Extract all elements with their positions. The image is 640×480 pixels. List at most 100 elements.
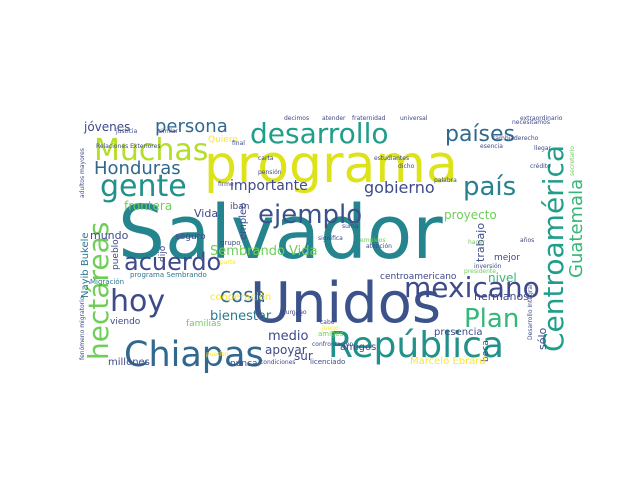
word: firme: [218, 181, 234, 188]
word: bienestar: [210, 309, 272, 324]
word: atender: [322, 115, 346, 122]
word: centroamericano: [380, 272, 457, 282]
word: programa: [204, 135, 458, 195]
word: dicho: [398, 163, 415, 170]
word: suma: [342, 223, 359, 230]
word: fenómeno migratorio: [79, 296, 86, 360]
word: hectáreas: [82, 222, 115, 360]
word: humano: [282, 309, 307, 316]
word: sur: [294, 349, 313, 363]
word: significa: [318, 235, 343, 242]
word: gobierno: [364, 178, 435, 197]
word: final: [232, 140, 245, 147]
word: presencia: [434, 327, 483, 338]
word: países: [445, 122, 515, 147]
word: jóvenes: [83, 120, 130, 134]
word: derecho: [514, 135, 539, 142]
word: años: [520, 237, 534, 244]
word: persona: [155, 116, 228, 137]
word: Guatemala: [566, 179, 587, 278]
word: país: [463, 172, 516, 202]
word: Quiero: [208, 135, 238, 145]
word: Centroamérica: [537, 145, 570, 352]
word: desarrollo: [250, 117, 388, 150]
word: Nayib Bukele: [80, 232, 91, 298]
word: medio: [268, 329, 309, 344]
word: trabajo: [474, 223, 487, 262]
word: Relaciones Exteriores: [96, 143, 160, 150]
word: proyecto: [444, 208, 497, 222]
word: beca: [481, 340, 491, 362]
word: llegar: [534, 145, 552, 152]
word: nivel: [488, 271, 517, 285]
word: amigos: [318, 330, 344, 338]
word: seguro: [175, 232, 206, 242]
word: viendo: [110, 317, 141, 327]
word: confrontación: [312, 341, 353, 348]
word: Marcelo Ebrard: [410, 356, 486, 367]
word: dijo: [158, 245, 168, 262]
word: inversión: [474, 263, 502, 270]
word: Migración: [90, 278, 124, 286]
word: Vida: [194, 207, 218, 220]
word: atención: [366, 243, 392, 250]
word: Unidos: [250, 271, 441, 336]
word: gente: [100, 169, 187, 204]
word: carta: [258, 155, 274, 162]
word: necesitamos: [512, 119, 550, 126]
word: esencia: [480, 143, 503, 150]
word: ejemplo: [258, 200, 362, 230]
word: iban: [230, 202, 249, 212]
word: cosa: [220, 283, 266, 307]
word: vez: [292, 311, 302, 318]
word: crédito: [530, 163, 551, 170]
word: condiciones: [260, 359, 296, 366]
word: República: [328, 325, 504, 366]
word: extraordinario: [520, 115, 563, 122]
word: fraternidad: [352, 115, 386, 122]
word: palabra: [434, 177, 457, 184]
word: cambiar: [492, 135, 517, 142]
word: pensión: [258, 169, 282, 176]
word: nunca: [230, 359, 258, 369]
word: similar: [158, 128, 179, 135]
word: justicia: [115, 128, 138, 135]
word: millones: [108, 357, 150, 368]
word: apoyar: [265, 343, 307, 357]
word: mejor: [494, 253, 520, 263]
word: parte: [220, 259, 236, 266]
word: frontera: [124, 199, 172, 213]
word: secretario: [569, 146, 576, 176]
word: Chiapas: [124, 335, 264, 375]
word: hoy: [110, 284, 165, 319]
word: grupo: [220, 239, 240, 247]
word: estudiantes: [374, 155, 409, 162]
word: mexicano: [404, 271, 540, 304]
word: hacer: [468, 239, 485, 246]
word: programa Sembrando: [130, 271, 207, 279]
word: Desarrollo Integral: [527, 284, 534, 340]
word: Honduras: [94, 158, 181, 179]
word: empleos: [360, 237, 386, 244]
word: licenciado: [310, 358, 345, 366]
word: cabo: [320, 319, 335, 326]
word: adultos mayores: [79, 148, 86, 198]
word: Salvador: [118, 190, 443, 276]
word: presidente: [464, 268, 496, 275]
word: familias: [186, 319, 221, 329]
word: Muchas: [94, 133, 208, 168]
word: Sembrando Vida: [210, 244, 318, 259]
word: pueden: [206, 351, 229, 358]
word: sólo: [536, 327, 549, 350]
word: empleo: [238, 203, 249, 240]
word: juego: [321, 325, 339, 332]
word: hermanos: [474, 290, 529, 303]
word: universal: [400, 115, 428, 122]
word: Plan: [464, 304, 519, 334]
word: decimos: [284, 115, 309, 122]
word: amigos: [340, 342, 376, 353]
word: acuerdo: [124, 248, 221, 276]
word: cooperación: [210, 291, 271, 303]
